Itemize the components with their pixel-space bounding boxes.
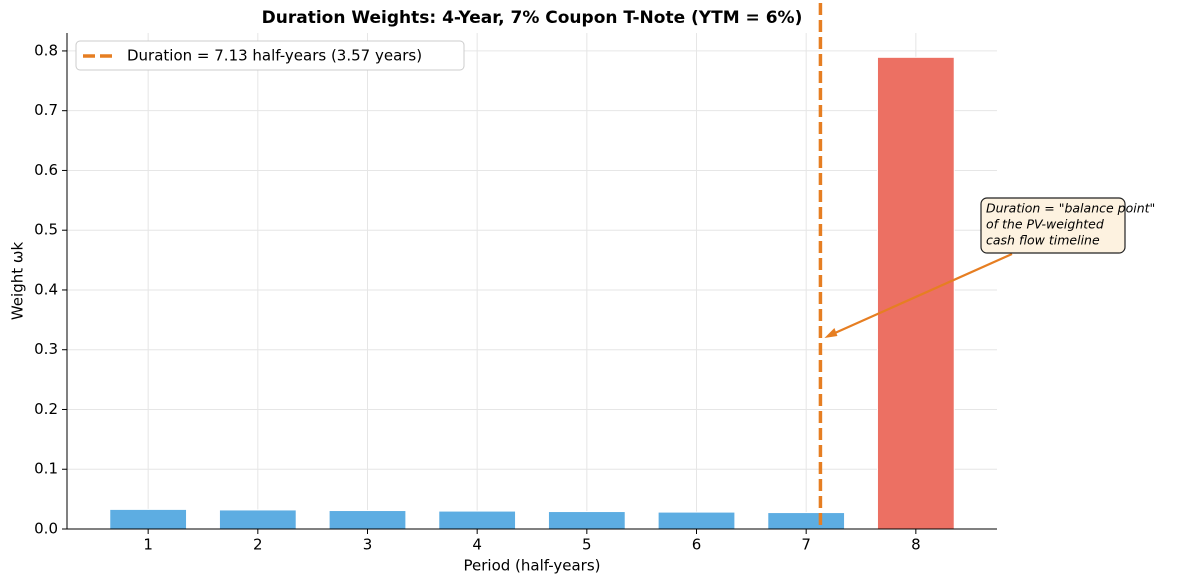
y-tick-label: 0.5: [34, 221, 58, 239]
bar: [767, 512, 846, 530]
y-tick-label: 0.8: [34, 41, 58, 59]
x-tick-label: 2: [253, 536, 263, 554]
y-tick-label: 0.4: [34, 280, 58, 298]
y-tick-label: 0.0: [34, 520, 58, 538]
legend: Duration = 7.13 half-years (3.57 years): [75, 40, 465, 71]
x-tick-label: 4: [472, 536, 482, 554]
x-tick-label: 7: [801, 536, 811, 554]
y-tick-label: 0.1: [34, 460, 58, 478]
chart-title: Duration Weights: 4-Year, 7% Coupon T-No…: [262, 8, 803, 28]
bar: [876, 56, 955, 530]
annotation-text: cash flow timeline: [986, 233, 1100, 248]
annotation-text: of the PV-weighted: [986, 217, 1104, 232]
bar: [109, 508, 188, 530]
x-tick-label: 1: [143, 536, 153, 554]
y-tick-label: 0.2: [34, 400, 58, 418]
x-tick-label: 3: [363, 536, 373, 554]
y-tick-label: 0.7: [34, 101, 58, 119]
annotation-box: [980, 197, 1126, 254]
bar: [547, 511, 626, 530]
annotation-arrowhead: [824, 328, 838, 338]
legend-label: Duration = 7.13 half-years (3.57 years): [127, 47, 422, 65]
annotation-text: Duration = "balance point": [986, 201, 1155, 216]
annotation-arrow: [829, 252, 1013, 337]
x-tick-label: 8: [911, 536, 921, 554]
x-tick-label: 6: [692, 536, 702, 554]
y-tick-label: 0.6: [34, 161, 58, 179]
x-tick-label: 5: [582, 536, 592, 554]
y-axis-label: Weight ωk: [9, 242, 27, 321]
bar: [328, 510, 407, 530]
bar: [657, 511, 736, 530]
y-tick-label: 0.3: [34, 340, 58, 358]
x-axis-label: Period (half-years): [464, 557, 601, 575]
legend-box: [75, 40, 465, 71]
bar: [218, 509, 297, 530]
bar: [438, 510, 517, 530]
